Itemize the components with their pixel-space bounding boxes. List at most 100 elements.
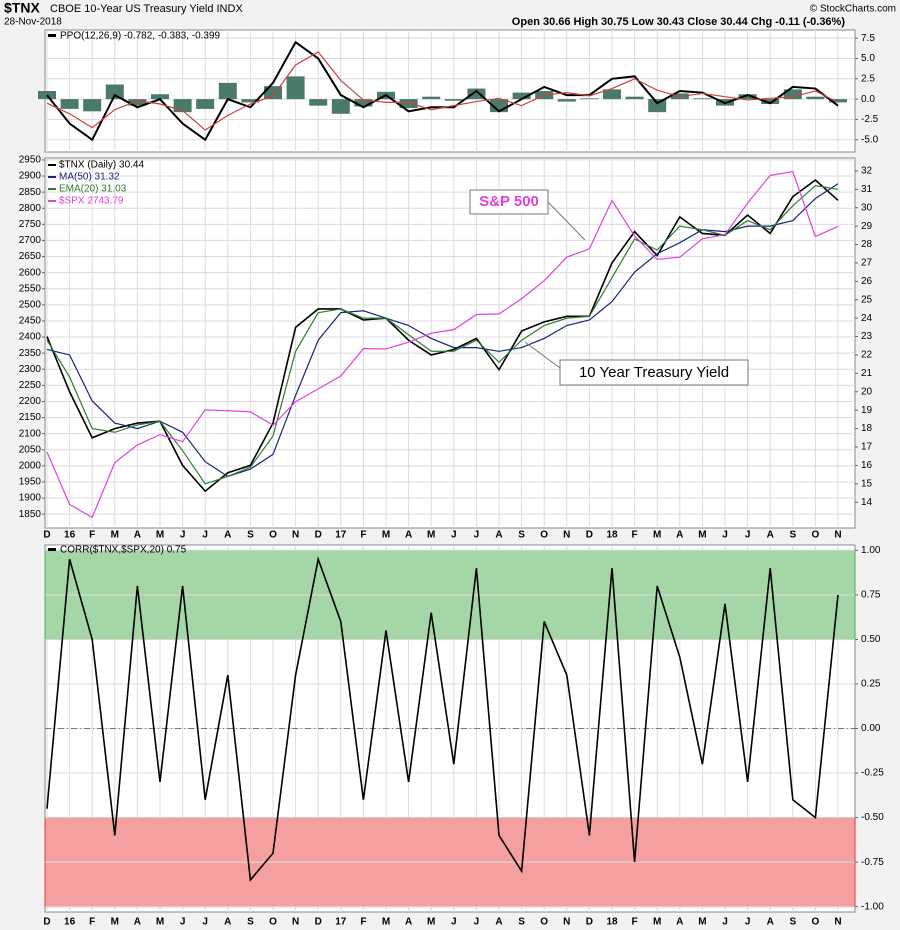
- series-line: [46, 556, 839, 882]
- x-tick-label: N: [563, 530, 570, 541]
- x-tick-label: J: [202, 917, 208, 928]
- x-tick-label: M: [427, 530, 435, 541]
- x-tick-label: A: [495, 530, 502, 541]
- x-tick-label: A: [405, 917, 412, 928]
- tick-label: 15: [861, 478, 873, 489]
- tick-label: 22: [861, 350, 873, 361]
- x-tick-label: O: [540, 917, 548, 928]
- tick-label: 30: [861, 202, 873, 213]
- annotation: S&P 500: [479, 193, 539, 210]
- tick-label: 2000: [19, 460, 42, 471]
- tick-label: 32: [861, 166, 873, 177]
- tick-label: 5.0: [861, 53, 875, 64]
- histogram-bar: [286, 76, 305, 100]
- x-tick-label: A: [676, 530, 683, 541]
- x-tick-label: D: [43, 530, 50, 541]
- tick-label: -0.75: [861, 857, 884, 868]
- histogram-bar: [512, 92, 531, 100]
- x-tick-label: F: [89, 917, 95, 928]
- x-tick-label: M: [427, 917, 435, 928]
- annotation-box: [469, 189, 549, 215]
- x-tick-label: J: [722, 530, 728, 541]
- x-tick-label: S: [518, 530, 525, 541]
- x-tick-label: M: [653, 917, 661, 928]
- x-tick-label: N: [834, 917, 841, 928]
- histogram-bar: [60, 99, 79, 109]
- tick-label: 2300: [19, 364, 42, 375]
- x-tick-label: F: [89, 530, 95, 541]
- tick-label: 2.5: [861, 73, 875, 84]
- histogram-bar: [105, 84, 124, 100]
- tick-label: 2900: [19, 171, 42, 182]
- x-tick-label: O: [812, 917, 820, 928]
- tick-label: 2600: [19, 267, 42, 278]
- x-tick-label: J: [451, 530, 457, 541]
- ppo-panel: [44, 29, 856, 153]
- x-tick-label: S: [789, 530, 796, 541]
- tick-label: 0.25: [861, 679, 881, 690]
- x-tick-label: M: [111, 530, 119, 541]
- x-tick-label: A: [224, 917, 231, 928]
- tick-label: 2100: [19, 428, 42, 439]
- tick-label: 0.00: [861, 723, 881, 734]
- histogram-bar: [218, 82, 237, 100]
- histogram-bar: [625, 96, 644, 100]
- tick-label: 26: [861, 276, 873, 287]
- tick-label: 14: [861, 497, 873, 508]
- tick-label: 31: [861, 184, 873, 195]
- x-tick-label: F: [360, 530, 366, 541]
- legend-entry: EMA(20) 31.03: [59, 184, 127, 195]
- tick-label: 17: [861, 442, 873, 453]
- histogram-bar: [83, 99, 102, 112]
- tick-label: 28: [861, 239, 873, 250]
- tick-label: 2400: [19, 332, 42, 343]
- tick-label: 20: [861, 386, 873, 397]
- x-tick-label: N: [292, 917, 299, 928]
- x-tick-label: J: [180, 530, 186, 541]
- x-tick-label: S: [789, 917, 796, 928]
- x-tick-label: S: [247, 530, 254, 541]
- histogram-bar: [467, 88, 486, 100]
- x-tick-label: N: [292, 530, 299, 541]
- legend: CORR($TNX,$SPX,20) 0.75: [60, 545, 187, 556]
- histogram-bar: [151, 94, 169, 100]
- legend-entry: $SPX 2743.79: [59, 196, 124, 207]
- legend-entry: $TNX (Daily) 30.44: [59, 160, 144, 171]
- tick-label: 21: [861, 368, 873, 379]
- x-tick-label: A: [767, 917, 774, 928]
- tick-label: 27: [861, 258, 873, 269]
- credit: © StockCharts.com: [810, 4, 896, 15]
- histogram-bar: [309, 99, 328, 106]
- tick-label: 2250: [19, 380, 42, 391]
- tick-label: 2350: [19, 348, 42, 359]
- histogram-bar: [783, 89, 802, 100]
- histogram-bar: [128, 99, 147, 106]
- x-tick-label: A: [405, 530, 412, 541]
- tick-label: 2850: [19, 187, 42, 198]
- tick-label: 2950: [19, 155, 42, 166]
- tick-label: 0.0: [861, 94, 875, 105]
- annotation: 10 Year Treasury Yield: [579, 364, 729, 381]
- histogram-bar: [603, 89, 621, 100]
- tick-label: 2150: [19, 412, 42, 423]
- x-tick-label: A: [134, 530, 141, 541]
- x-tick-label: F: [360, 917, 366, 928]
- tick-label: 23: [861, 331, 873, 342]
- histogram-bar: [693, 98, 712, 100]
- quote: Open 30.66 High 30.75 Low 30.43 Close 30…: [512, 16, 846, 28]
- x-tick-label: D: [315, 917, 322, 928]
- x-tick-label: M: [156, 917, 164, 928]
- tick-label: 2650: [19, 251, 42, 262]
- histogram-bar: [241, 99, 260, 103]
- tick-label: 0.75: [861, 590, 881, 601]
- x-tick-label: 17: [335, 530, 347, 541]
- series-line: [46, 179, 839, 493]
- tick-label: 1.00: [861, 545, 881, 556]
- x-tick-label: J: [722, 917, 728, 928]
- x-tick-label: A: [767, 530, 774, 541]
- x-tick-label: M: [382, 917, 390, 928]
- x-tick-label: N: [563, 917, 570, 928]
- histogram-bar: [648, 99, 667, 113]
- tick-label: 2750: [19, 219, 42, 230]
- tick-label: 7.5: [861, 33, 875, 44]
